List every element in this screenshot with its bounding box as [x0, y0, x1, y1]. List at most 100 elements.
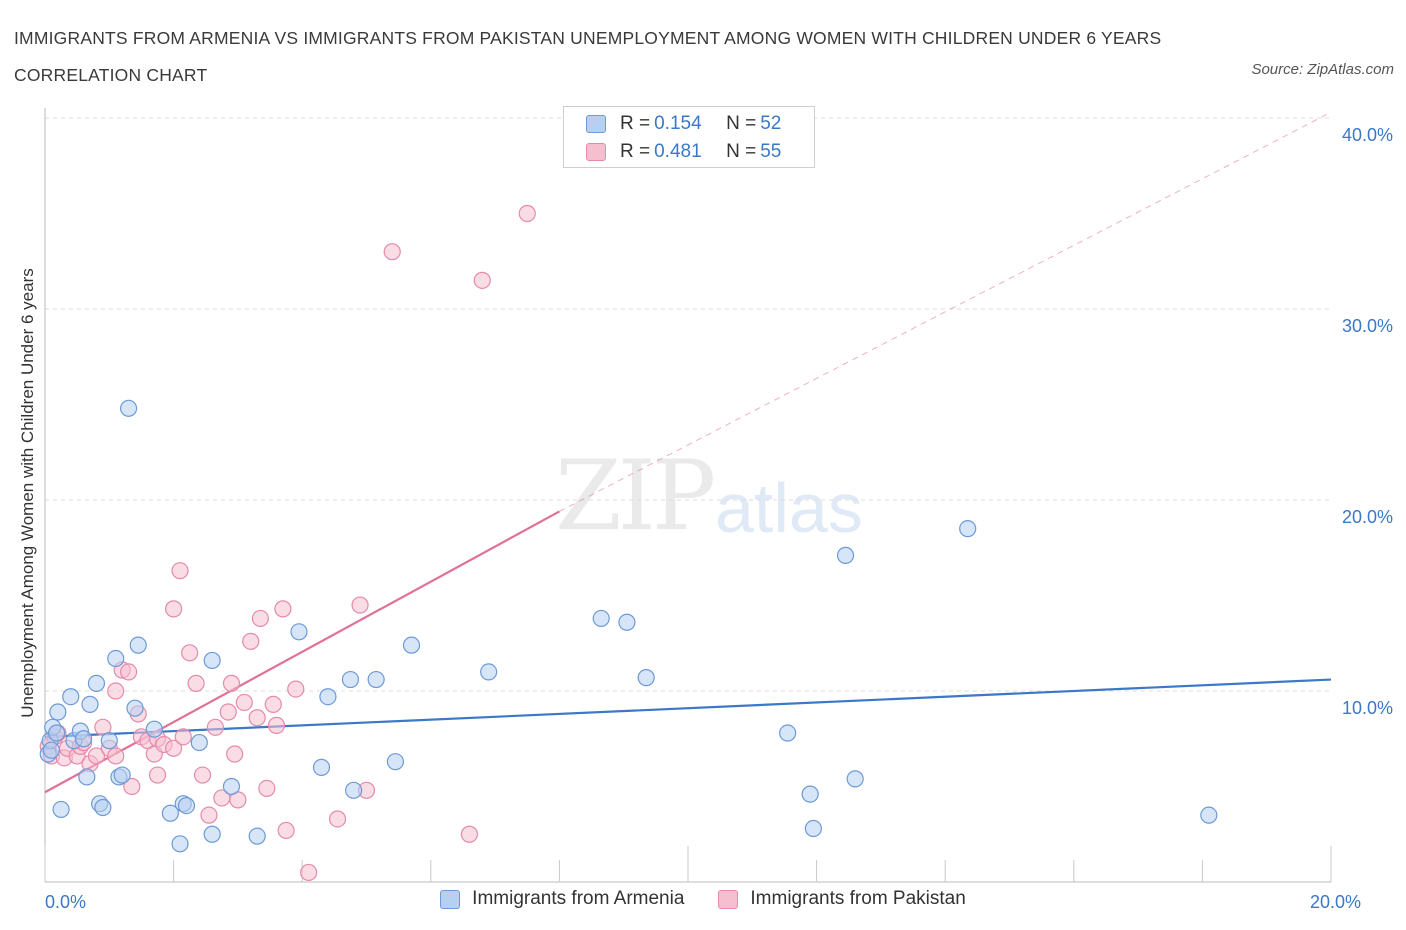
armenia-point [94, 798, 112, 817]
pakistan-n-label: N = [726, 141, 757, 162]
armenia-point [171, 835, 189, 853]
armenia-point [87, 674, 106, 692]
armenia-point [145, 720, 163, 738]
armenia-point [190, 733, 208, 752]
pakistan-point [165, 600, 183, 618]
pakistan-point [174, 728, 192, 746]
pakistan-point [274, 600, 292, 618]
pakistan-point [219, 703, 237, 721]
x-tick-label: 20.0% [1310, 892, 1361, 912]
armenia-point [801, 785, 819, 803]
pakistan-point [264, 695, 282, 713]
armenia-point [1200, 806, 1218, 824]
watermark-atlas: atlas [715, 469, 863, 547]
armenia-point [312, 758, 331, 777]
pakistan-point [148, 766, 167, 784]
pakistan-r-value: 0.481 [654, 141, 702, 162]
y-tick-label: 10.0% [1342, 698, 1393, 718]
trend-lines [44, 111, 1332, 794]
pakistan-point [248, 709, 266, 727]
armenia-point [62, 688, 80, 706]
armenia-point [113, 766, 131, 784]
y-tick-label: 30.0% [1342, 316, 1393, 336]
armenia-point [637, 669, 655, 687]
pakistan-point [206, 718, 224, 736]
pakistan-legend-label: Immigrants from Pakistan [750, 888, 966, 909]
legend-item-armenia: Immigrants from Armenia [440, 888, 684, 910]
watermark-zip: ZIP [555, 440, 716, 552]
armenia-point [592, 609, 610, 628]
chart-title: IMMIGRANTS FROM ARMENIA VS IMMIGRANTS FR… [14, 28, 1162, 85]
pakistan-point [181, 644, 199, 662]
armenia-point [203, 825, 221, 843]
x-tick-label: 0.0% [45, 892, 86, 912]
armenia-point [49, 703, 67, 721]
armenia-point [81, 695, 99, 713]
armenia-point [107, 649, 125, 668]
y-tick-label: 40.0% [1342, 125, 1393, 145]
armenia-point [836, 546, 855, 564]
trend-line-pakistan [44, 510, 560, 794]
tick-labels: 10.0% 20.0% 30.0% 40.0% 0.0% 20.0% [45, 125, 1393, 912]
armenia-point [779, 724, 797, 742]
pakistan-point [107, 747, 125, 765]
trend-extension-pakistan [559, 111, 1332, 512]
pakistan-point [287, 680, 305, 698]
pakistan-point [267, 716, 286, 734]
armenia-point [319, 688, 337, 706]
pakistan-r-label: R = [620, 141, 651, 162]
pakistan-point [328, 810, 347, 828]
pakistan-n-value: 55 [760, 141, 782, 162]
armenia-swatch [586, 115, 606, 133]
axes [44, 108, 1332, 883]
series-legend: Immigrants from Armenia Immigrants from … [0, 888, 1406, 910]
armenia-r-value: 0.154 [654, 113, 702, 134]
armenia-point [52, 800, 70, 819]
pakistan-point [171, 562, 189, 580]
armenia-point [42, 741, 61, 759]
armenia-point [177, 796, 196, 815]
legend-row-pakistan: R = 0.481 N = 55 [586, 139, 781, 165]
armenia-point [804, 819, 822, 838]
pakistan-point [226, 745, 244, 763]
pakistan-point [258, 779, 276, 798]
armenia-point [129, 636, 147, 654]
armenia-point [119, 399, 138, 417]
pakistan-point [87, 747, 106, 765]
armenia-point [222, 777, 241, 796]
pakistan-point [518, 204, 536, 223]
armenia-point [402, 636, 421, 654]
pakistan-point [460, 825, 478, 843]
armenia-point [126, 699, 144, 717]
armenia-point [203, 651, 221, 670]
pakistan-point [200, 806, 218, 824]
armenia-point [161, 804, 179, 822]
armenia-point [959, 520, 977, 538]
pakistan-point [222, 674, 241, 692]
pakistan-point [107, 682, 125, 700]
armenia-point [248, 827, 266, 845]
armenia-point [618, 613, 636, 631]
pakistan-point [119, 663, 138, 681]
armenia-point [345, 781, 363, 799]
armenia-point [367, 670, 385, 689]
armenia-point [386, 753, 405, 771]
pakistan-legend-swatch [718, 889, 739, 909]
pakistan-point [383, 243, 401, 261]
pakistan-point [277, 821, 295, 840]
source-label: Source: ZipAtlas.com [1251, 61, 1394, 78]
trend-line-armenia [44, 678, 1332, 738]
legend-item-pakistan: Immigrants from Pakistan [718, 888, 966, 910]
pakistan-point [193, 766, 212, 784]
armenia-n-label: N = [726, 113, 757, 134]
pakistan-point [300, 863, 318, 882]
armenia-legend-label: Immigrants from Armenia [472, 888, 685, 909]
armenia-point [78, 768, 96, 786]
armenia-r-label: R = [620, 113, 651, 134]
armenia-point [341, 670, 360, 689]
pakistan-point [165, 739, 183, 757]
y-tick-label: 20.0% [1342, 507, 1393, 527]
pakistan-point [473, 271, 491, 289]
pakistan-point [351, 596, 369, 614]
